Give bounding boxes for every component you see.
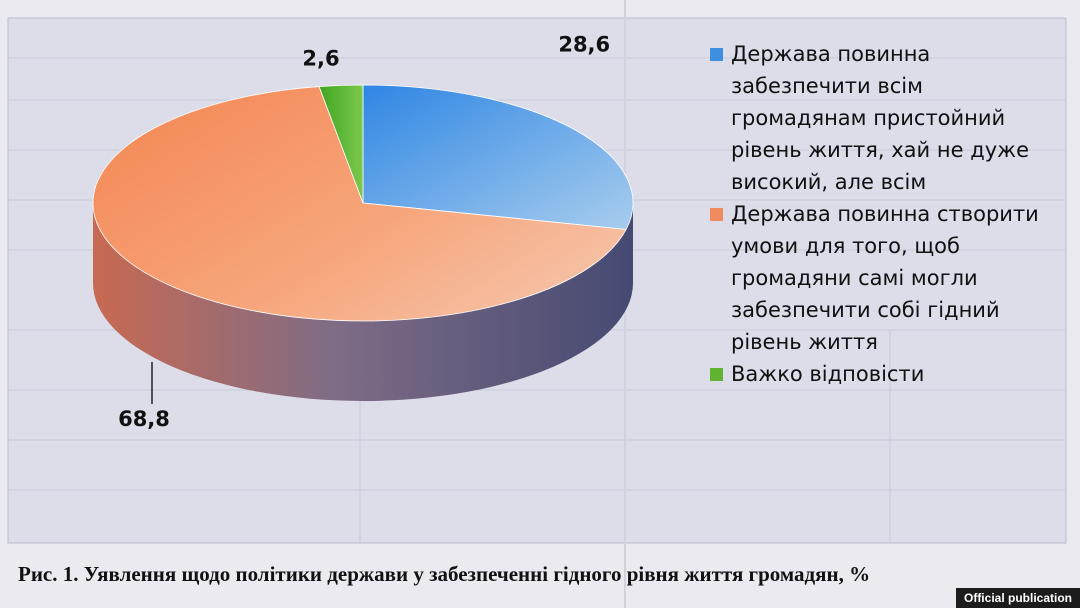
legend-swatch-orange [710,208,723,221]
pie-slice-state-conditions [92,86,627,322]
pie-side-wall [93,203,633,401]
legend-swatch-blue [710,48,723,61]
legend-label: Держава повинна створити умови для того,… [731,202,1039,354]
official-publication-badge: Official publication [955,588,1080,608]
legend-item-state-ensure: Держава повинна забезпечити всім громадя… [710,38,1040,198]
data-label-state-ensure: 28,6 [558,33,610,57]
legend-label: Держава повинна забезпечити всім громадя… [731,42,1029,194]
legend-swatch-green [710,368,723,381]
legend-item-hard-to-say: Важко відповісти [710,358,1040,390]
pie-slice-state-ensure [362,84,634,230]
pie-chart: 28,6 68,8 2,6 [92,33,634,431]
figure-caption: Рис. 1. Уявлення щодо політики держави у… [18,562,871,586]
data-label-state-conditions: 68,8 [118,407,170,431]
chart-legend: Держава повинна забезпечити всім громадя… [710,38,1040,390]
data-label-hard-to-say: 2,6 [302,46,339,70]
legend-item-state-conditions: Держава повинна створити умови для того,… [710,198,1040,358]
legend-label: Важко відповісти [731,362,925,386]
pie-slice-hard-to-say [318,84,364,204]
